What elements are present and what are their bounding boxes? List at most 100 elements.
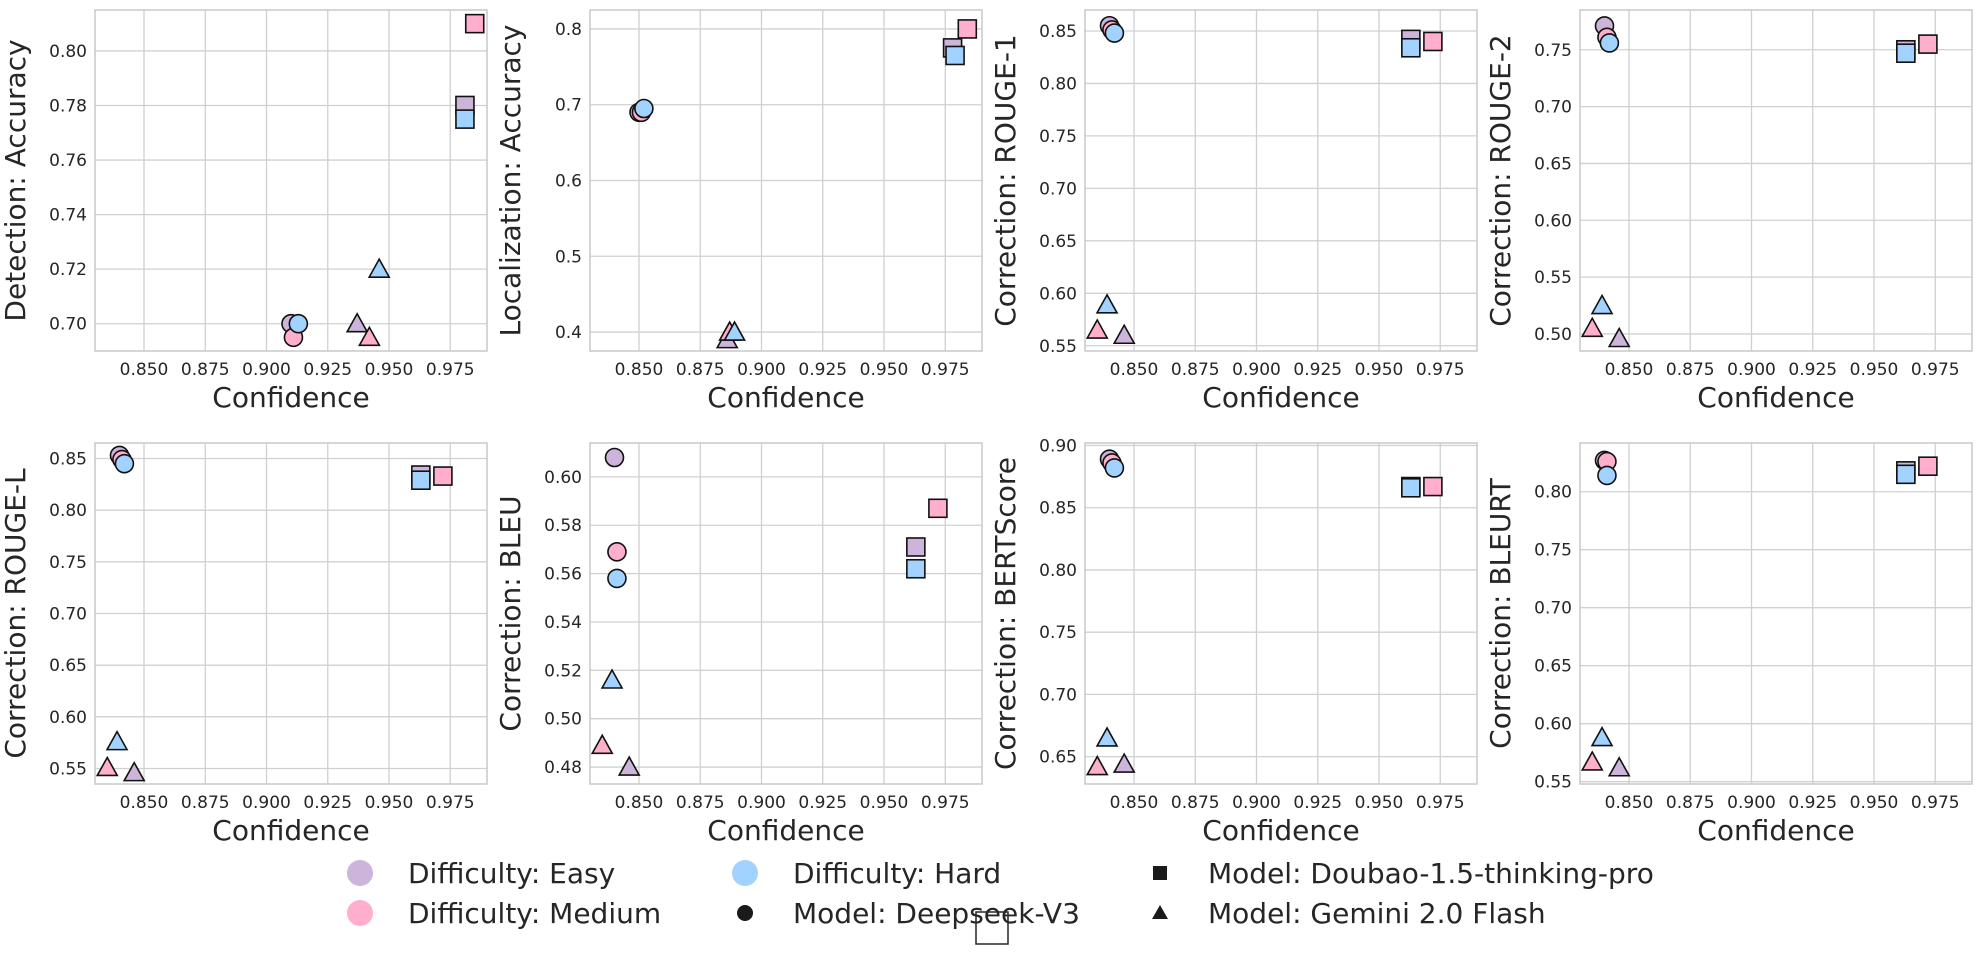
x-tick-label: 0.925	[303, 360, 352, 380]
y-axis-label: Correction: BERTScore	[989, 457, 1022, 770]
plot-area	[1085, 10, 1477, 351]
x-axis-label: Confidence	[1202, 381, 1359, 414]
point-circle-hard	[1104, 458, 1125, 478]
y-tick-label: 0.75	[1534, 541, 1572, 561]
y-tick-label: 0.70	[1534, 98, 1572, 118]
x-tick-label: 0.975	[1911, 360, 1960, 380]
legend-label: Difficulty: Medium	[408, 897, 661, 930]
x-tick-label: 0.900	[1232, 793, 1281, 813]
y-tick-label: 0.50	[1534, 325, 1572, 345]
y-tick-label: 0.65	[49, 656, 87, 676]
x-tick-label: 0.850	[1110, 793, 1159, 813]
y-tick-label: 0.72	[49, 260, 87, 280]
y-tick-label: 0.7	[555, 96, 582, 116]
legend-item: Model: Deepseek-V3	[737, 897, 1080, 930]
subplot-correction-rouge-2: 0.850 0.875 0.900 0.925 0.950 0.975 0.50 0.55 0.…	[1484, 9, 1973, 414]
x-tick-label: 0.850	[1605, 360, 1654, 380]
plot-area	[1580, 10, 1972, 351]
point-square-medium	[433, 466, 453, 486]
x-tick-label: 0.975	[921, 793, 970, 813]
x-tick-label: 0.950	[365, 793, 414, 813]
x-tick-label: 0.975	[921, 360, 970, 380]
point-square-hard	[1896, 464, 1916, 485]
point-triangle-hard	[1590, 293, 1614, 315]
x-tick-label: 0.950	[1850, 793, 1899, 813]
x-axis-label: Confidence	[1697, 814, 1854, 847]
y-tick-label: 0.76	[49, 151, 87, 171]
x-tick-label: 0.900	[737, 793, 786, 813]
point-square-medium	[464, 13, 485, 34]
y-tick-label: 0.50	[544, 710, 582, 730]
x-tick-label: 0.975	[1416, 360, 1465, 380]
point-triangle-easy	[122, 760, 146, 782]
legend-item: Difficulty: Hard	[732, 857, 1001, 890]
y-tick-label: 0.65	[1534, 154, 1572, 174]
point-square-medium	[1918, 456, 1938, 476]
point-circle-hard	[1599, 33, 1620, 53]
y-tick-label: 0.80	[49, 42, 87, 62]
plot-frame	[1084, 9, 1478, 352]
point-triangle-medium	[1085, 754, 1109, 776]
point-square-hard	[455, 109, 475, 129]
point-circle-medium	[607, 542, 627, 562]
x-tick-label: 0.975	[1416, 793, 1465, 813]
legend-label: Model: Deepseek-V3	[793, 897, 1080, 930]
y-tick-label: 0.70	[1039, 179, 1077, 199]
point-circle-hard	[607, 568, 627, 589]
point-triangle-medium	[95, 755, 119, 777]
legend: Difficulty: Easy Difficulty: Medium Diffic…	[347, 857, 1654, 945]
x-tick-label: 0.950	[1355, 793, 1404, 813]
x-axis-label: Confidence	[707, 381, 864, 414]
y-tick-label: 0.58	[544, 516, 582, 536]
point-square-medium	[1423, 31, 1443, 52]
subplot-correction-bleu: 0.850 0.875 0.900 0.925 0.950 0.975 0.48 0.50 0.…	[494, 442, 983, 847]
y-tick-label: 0.80	[49, 501, 87, 521]
x-tick-label: 0.925	[303, 793, 352, 813]
y-tick-label: 0.6	[555, 172, 582, 192]
point-triangle-easy	[617, 755, 641, 776]
x-tick-label: 0.850	[1605, 793, 1654, 813]
point-square-medium	[1423, 476, 1443, 497]
legend-marker-square	[1153, 866, 1167, 880]
plot-frame	[589, 442, 983, 785]
x-tick-label: 0.875	[1666, 360, 1715, 380]
legend-swatch-easy	[347, 860, 373, 886]
x-tick-label: 0.875	[1171, 793, 1220, 813]
y-tick-label: 0.78	[49, 96, 87, 116]
legend-frame-fragment	[975, 911, 1009, 945]
x-tick-label: 0.925	[1788, 793, 1837, 813]
plot-area	[1580, 443, 1972, 784]
subplot-correction-bleurt: 0.850 0.875 0.900 0.925 0.950 0.975 0.55 0.60 0.…	[1484, 442, 1973, 847]
x-tick-label: 0.850	[615, 793, 664, 813]
point-triangle-medium	[590, 733, 614, 755]
point-triangle-hard	[723, 320, 746, 341]
y-tick-label: 0.70	[1039, 685, 1077, 705]
point-triangle-medium	[1580, 316, 1604, 338]
y-tick-label: 0.65	[1039, 748, 1077, 768]
plot-area	[1085, 443, 1477, 784]
x-tick-label: 0.975	[1911, 793, 1960, 813]
x-tick-label: 0.850	[120, 360, 169, 380]
point-triangle-easy	[1112, 752, 1136, 773]
plot-frame	[94, 442, 488, 785]
point-triangle-medium	[1085, 318, 1109, 339]
legend-label: Difficulty: Easy	[408, 857, 615, 890]
legend-swatch-hard	[732, 860, 758, 886]
subplot-correction-rouge-l: 0.850 0.875 0.900 0.925 0.950 0.975 0.55 0.60 0.…	[0, 442, 488, 847]
plot-frame	[589, 9, 983, 352]
x-tick-label: 0.950	[365, 360, 414, 380]
point-triangle-easy	[1607, 326, 1631, 348]
point-circle-hard	[114, 453, 135, 474]
x-tick-label: 0.925	[1788, 360, 1837, 380]
point-triangle-hard	[1095, 293, 1119, 314]
y-axis-label: Correction: BLEU	[494, 495, 527, 731]
y-axis-label: Localization: Accuracy	[494, 24, 527, 336]
x-axis-label: Confidence	[1697, 381, 1854, 414]
x-tick-label: 0.950	[1355, 360, 1404, 380]
y-tick-label: 0.75	[1039, 127, 1077, 147]
subplot-grid: 0.850 0.875 0.900 0.925 0.950 0.975 0.70 0.72 0.…	[0, 9, 1973, 847]
legend-swatch-medium	[347, 900, 373, 926]
legend-label: Model: Gemini 2.0 Flash	[1208, 897, 1546, 930]
x-tick-label: 0.900	[1727, 360, 1776, 380]
point-square-hard	[1896, 43, 1916, 63]
